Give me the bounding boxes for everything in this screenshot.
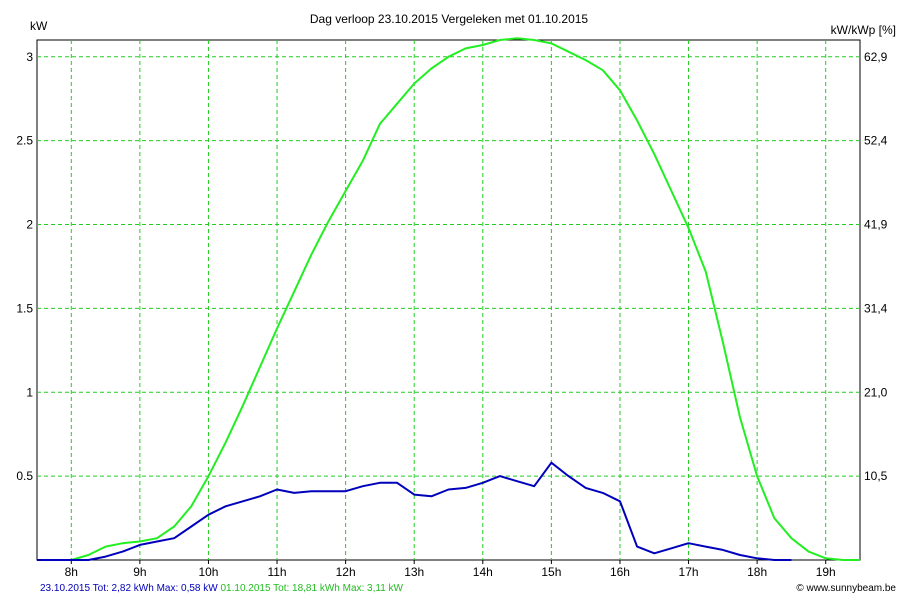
y-tick-label-right: 10,5 <box>864 469 888 483</box>
ticks: 8h 9h 10h 11h 12h 13h 14h 15h 16h 17h 18h 19h 0.5 10,… <box>16 50 887 579</box>
series-lines <box>37 37 860 561</box>
x-tick-label: 8h <box>65 565 78 579</box>
x-tick-label: 18h <box>747 565 767 579</box>
x-tick-label: 10h <box>198 565 218 579</box>
y-tick-label-right: 31,4 <box>864 301 888 315</box>
y-axis-label-right: kW/kWp [%] <box>831 23 896 37</box>
series-line-01.10.2015 <box>37 37 860 561</box>
chart-title: Dag verloop 23.10.2015 Vergeleken met 01… <box>310 12 589 26</box>
y-tick-label-left: 1 <box>26 385 33 399</box>
footer-blue-summary: 23.10.2015 Tot: 2,82 kWh Max: 0,58 kW <box>40 583 218 594</box>
series-line-23.10.2015 <box>37 461 792 561</box>
y-tick-label-right: 41,9 <box>864 218 888 232</box>
x-tick-label: 19h <box>816 565 836 579</box>
y-tick-label-left: 0.5 <box>16 469 33 483</box>
x-tick-label: 16h <box>610 565 630 579</box>
footer-green-summary: 01.10.2015 Tot: 18,81 kWh Max: 3,11 kW <box>220 583 403 594</box>
y-tick-label-right: 21,0 <box>864 385 888 399</box>
x-tick-label: 13h <box>404 565 424 579</box>
grid <box>37 40 860 560</box>
copyright: © www.sunnybeam.be <box>796 583 896 594</box>
x-tick-label: 11h <box>267 565 286 579</box>
x-tick-label: 17h <box>679 565 699 579</box>
y-axis-label-left: kW <box>30 19 48 33</box>
x-tick-label: 9h <box>133 565 146 579</box>
plot-frame <box>36 39 861 561</box>
x-tick-label: 12h <box>336 565 356 579</box>
y-tick-label-left: 1.5 <box>16 301 33 315</box>
y-tick-label-right: 62,9 <box>864 50 888 64</box>
x-tick-label: 15h <box>541 565 561 579</box>
y-tick-label-left: 2 <box>26 218 33 232</box>
y-tick-label-right: 52,4 <box>864 134 888 148</box>
x-tick-label: 14h <box>473 565 493 579</box>
y-tick-label-left: 2.5 <box>16 134 33 148</box>
y-tick-label-left: 3 <box>26 50 33 64</box>
footer-summary: 23.10.2015 Tot: 2,82 kWh Max: 0,58 kW 01… <box>40 583 403 594</box>
